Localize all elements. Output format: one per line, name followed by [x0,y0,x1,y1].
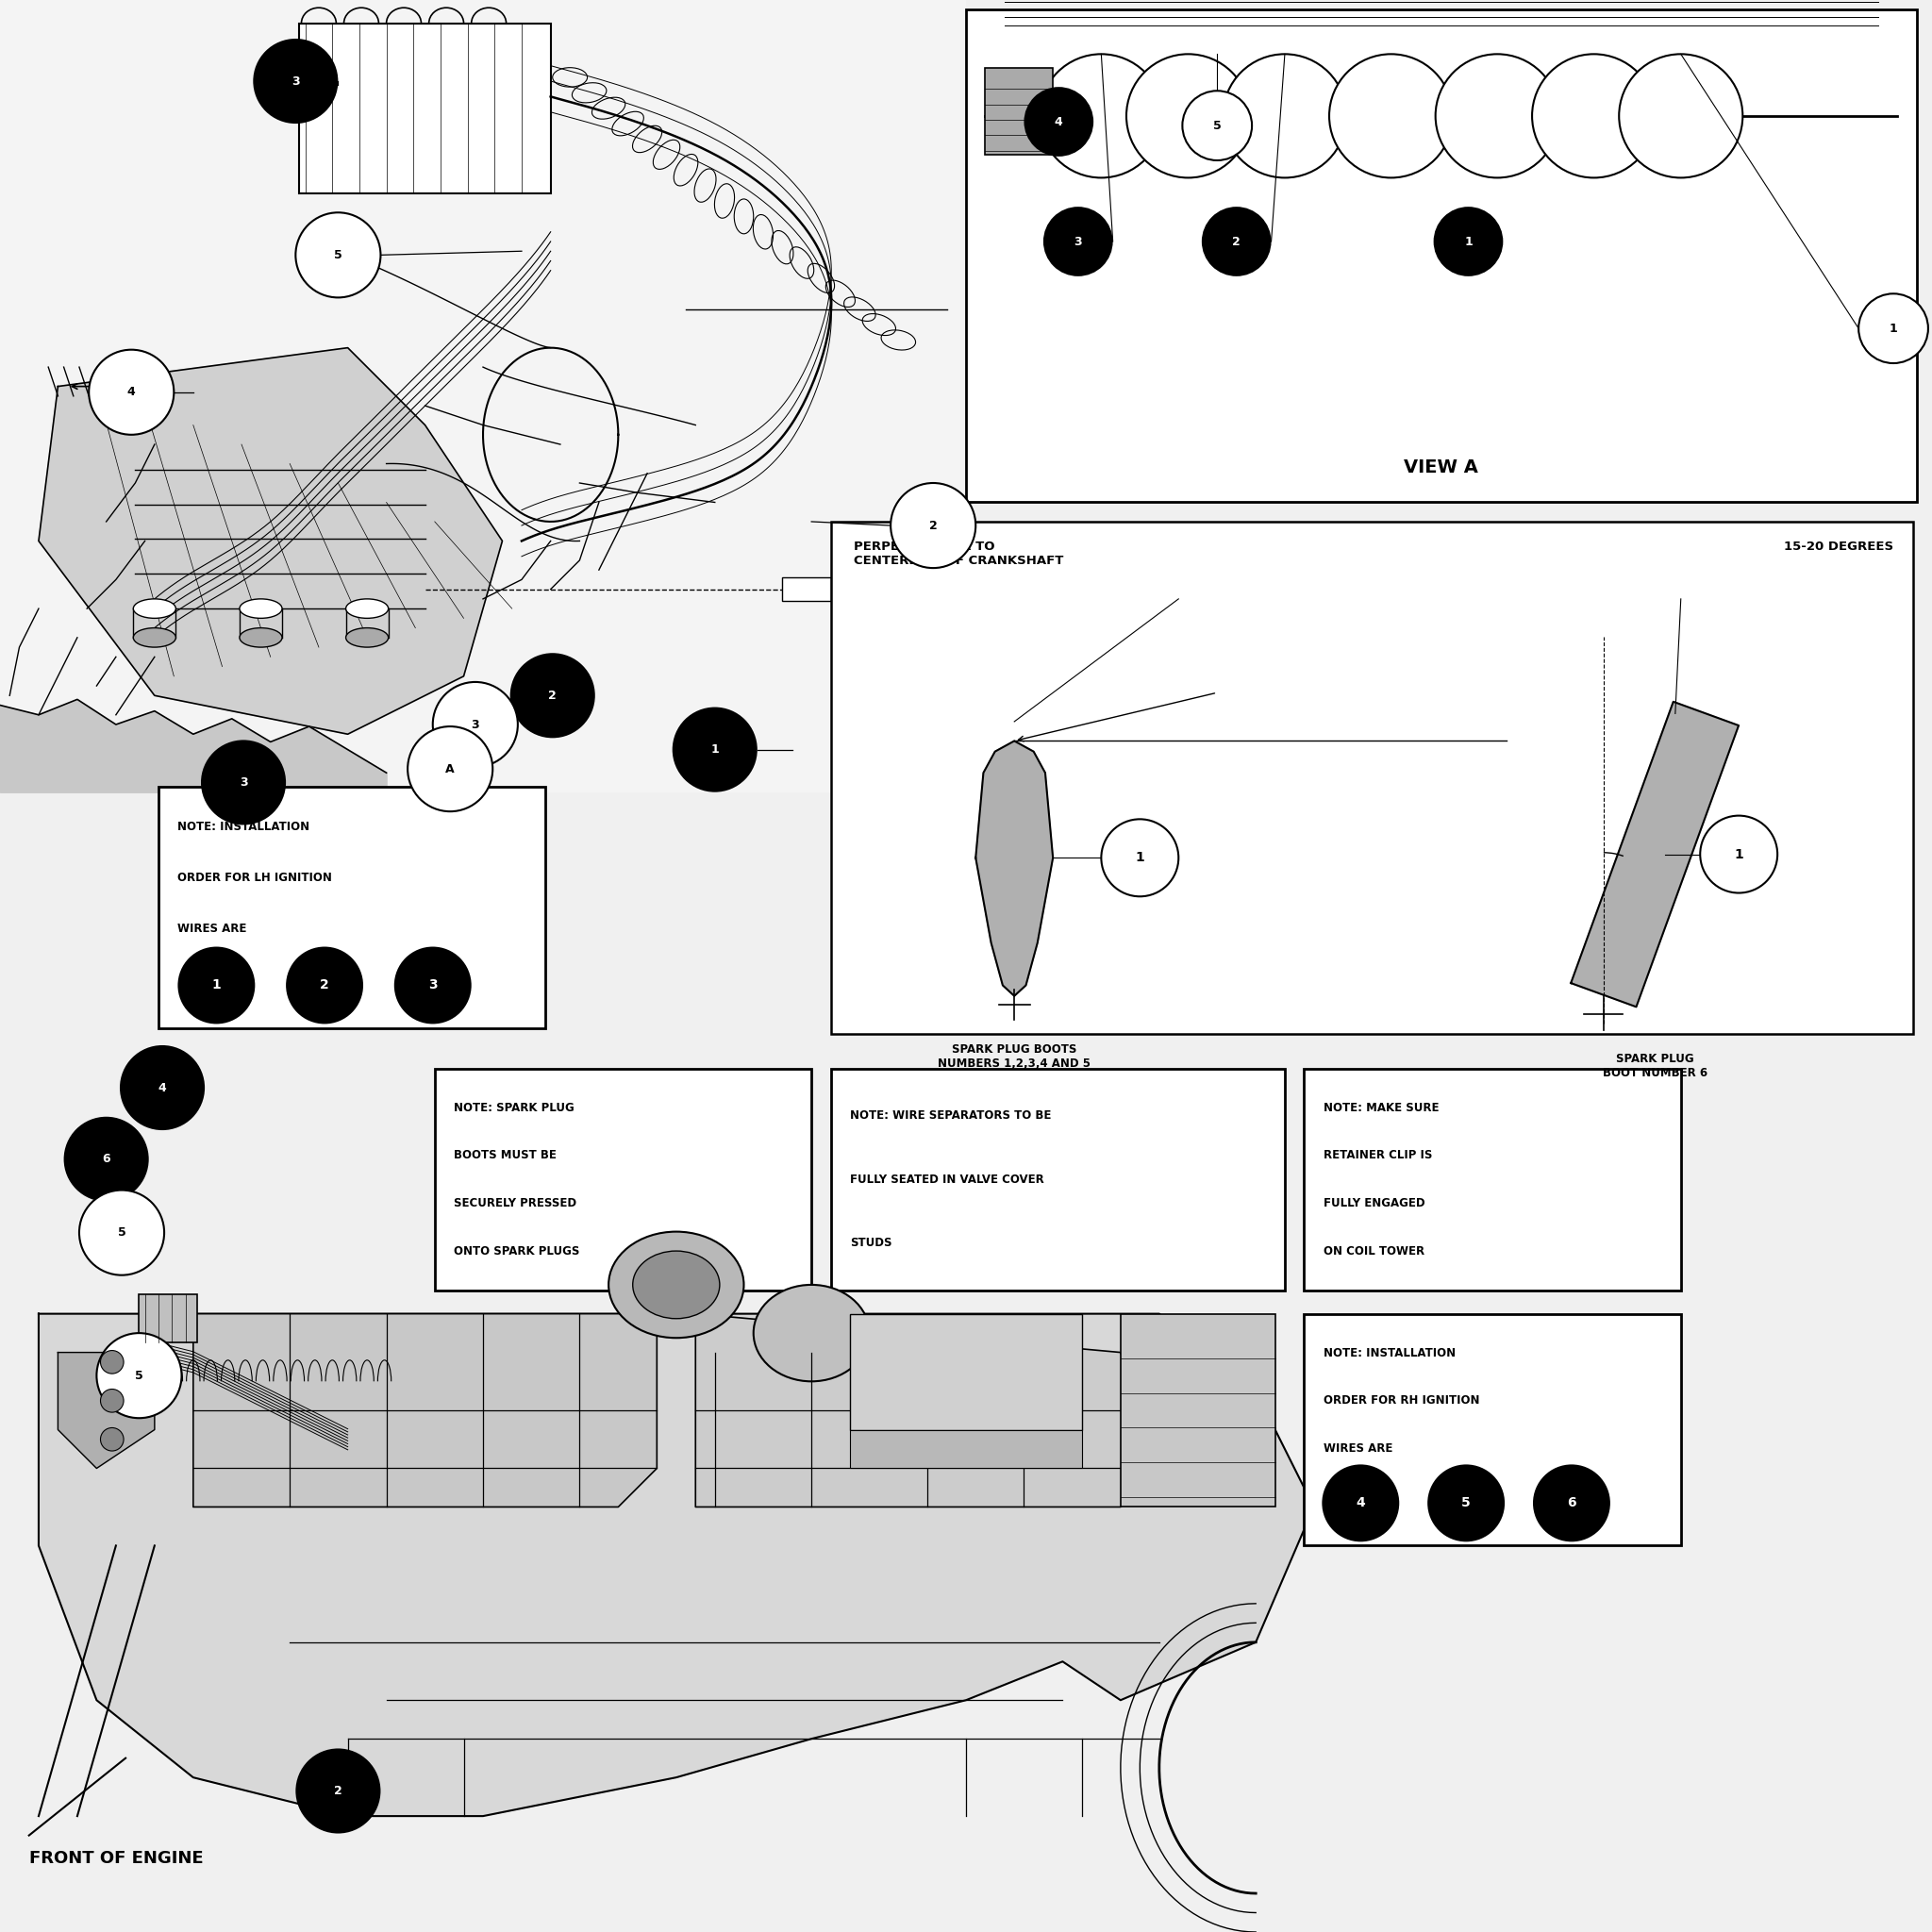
Text: FRONT OF ENGINE: FRONT OF ENGINE [29,1851,203,1866]
Text: NOTE: SPARK PLUG: NOTE: SPARK PLUG [454,1101,574,1115]
Text: WIRES ARE: WIRES ARE [1323,1441,1393,1455]
Circle shape [1434,207,1503,276]
Circle shape [1024,87,1094,156]
Text: 1: 1 [711,744,719,755]
Circle shape [201,740,286,825]
Circle shape [100,1428,124,1451]
Text: 4: 4 [158,1082,166,1094]
Circle shape [1619,54,1743,178]
Circle shape [100,1350,124,1374]
Circle shape [672,707,757,792]
FancyBboxPatch shape [850,1314,1082,1430]
Circle shape [178,947,255,1024]
Polygon shape [39,348,502,734]
Circle shape [1435,54,1559,178]
Text: 5: 5 [118,1227,126,1238]
FancyBboxPatch shape [966,10,1917,502]
Polygon shape [193,1314,657,1507]
Circle shape [433,682,518,767]
Text: ORDER FOR RH IGNITION: ORDER FOR RH IGNITION [1323,1395,1480,1406]
Circle shape [1700,815,1777,893]
Circle shape [79,1190,164,1275]
Text: PERPENDICULAR TO
CENTERLINE OF CRANKSHAFT: PERPENDICULAR TO CENTERLINE OF CRANKSHAF… [854,541,1065,568]
FancyBboxPatch shape [1304,1068,1681,1291]
Text: NOTE: INSTALLATION: NOTE: INSTALLATION [1323,1347,1455,1360]
Text: 6: 6 [1567,1497,1577,1509]
Text: 5: 5 [1461,1497,1470,1509]
Text: SPARK PLUG BOOTS
NUMBERS 1,2,3,4 AND 5: SPARK PLUG BOOTS NUMBERS 1,2,3,4 AND 5 [937,1043,1092,1070]
Text: 5: 5 [334,249,342,261]
Circle shape [408,726,493,811]
Text: RETAINER CLIP IS: RETAINER CLIP IS [1323,1150,1432,1161]
Circle shape [89,350,174,435]
FancyBboxPatch shape [139,1294,197,1343]
Ellipse shape [632,1252,721,1318]
Text: 1: 1 [1735,848,1743,862]
FancyBboxPatch shape [985,68,1053,155]
Text: A: A [446,763,454,775]
Text: 1: 1 [1464,236,1472,247]
Circle shape [1043,207,1113,276]
Circle shape [1101,819,1179,896]
Text: 4: 4 [1356,1497,1366,1509]
Text: 4: 4 [1055,116,1063,128]
Circle shape [64,1117,149,1202]
Text: FULLY ENGAGED: FULLY ENGAGED [1323,1198,1426,1209]
Text: NOTE: MAKE SURE: NOTE: MAKE SURE [1323,1101,1439,1115]
Ellipse shape [753,1285,869,1381]
Text: BOOTS MUST BE: BOOTS MUST BE [454,1150,556,1161]
Text: 1: 1 [1136,852,1144,864]
Ellipse shape [240,599,282,618]
FancyBboxPatch shape [1121,1314,1275,1507]
Text: 5: 5 [135,1370,143,1381]
FancyBboxPatch shape [831,1068,1285,1291]
Text: ORDER FOR LH IGNITION: ORDER FOR LH IGNITION [178,871,332,885]
Circle shape [1182,91,1252,160]
FancyBboxPatch shape [782,578,831,601]
Text: 4: 4 [128,386,135,398]
Ellipse shape [346,599,388,618]
FancyBboxPatch shape [299,23,551,193]
FancyBboxPatch shape [831,522,1913,1034]
Text: 2: 2 [1233,236,1240,247]
Text: ON COIL TOWER: ON COIL TOWER [1323,1244,1424,1258]
Circle shape [1202,207,1271,276]
FancyBboxPatch shape [0,0,966,792]
Text: 2: 2 [334,1785,342,1797]
Ellipse shape [609,1233,744,1337]
Text: NOTE: WIRE SEPARATORS TO BE: NOTE: WIRE SEPARATORS TO BE [850,1109,1051,1122]
Text: 15-20 DEGREES: 15-20 DEGREES [1783,541,1893,553]
Text: 3: 3 [240,777,247,788]
Text: 3: 3 [471,719,479,730]
FancyBboxPatch shape [435,1068,811,1291]
Text: 1: 1 [213,980,220,991]
Text: 2: 2 [929,520,937,531]
Text: 1: 1 [1889,323,1897,334]
Circle shape [286,947,363,1024]
Polygon shape [1571,701,1739,1007]
Circle shape [510,653,595,738]
Circle shape [1223,54,1347,178]
Polygon shape [976,740,1053,997]
FancyBboxPatch shape [850,1430,1082,1468]
Circle shape [891,483,976,568]
Circle shape [394,947,471,1024]
Text: NOTE: INSTALLATION: NOTE: INSTALLATION [178,821,309,833]
Circle shape [1859,294,1928,363]
Text: 2: 2 [321,980,328,991]
Text: VIEW A: VIEW A [1405,458,1478,477]
Circle shape [1532,54,1656,178]
Text: STUDS: STUDS [850,1236,893,1250]
Circle shape [1532,1464,1609,1542]
Circle shape [100,1389,124,1412]
Text: 3: 3 [292,75,299,87]
Text: 3: 3 [1074,236,1082,247]
Polygon shape [39,1314,1314,1816]
Ellipse shape [346,628,388,647]
Ellipse shape [240,628,282,647]
Text: 2: 2 [549,690,556,701]
Text: SPARK PLUG
BOOT NUMBER 6: SPARK PLUG BOOT NUMBER 6 [1602,1053,1708,1080]
Circle shape [1126,54,1250,178]
Text: 3: 3 [429,980,437,991]
